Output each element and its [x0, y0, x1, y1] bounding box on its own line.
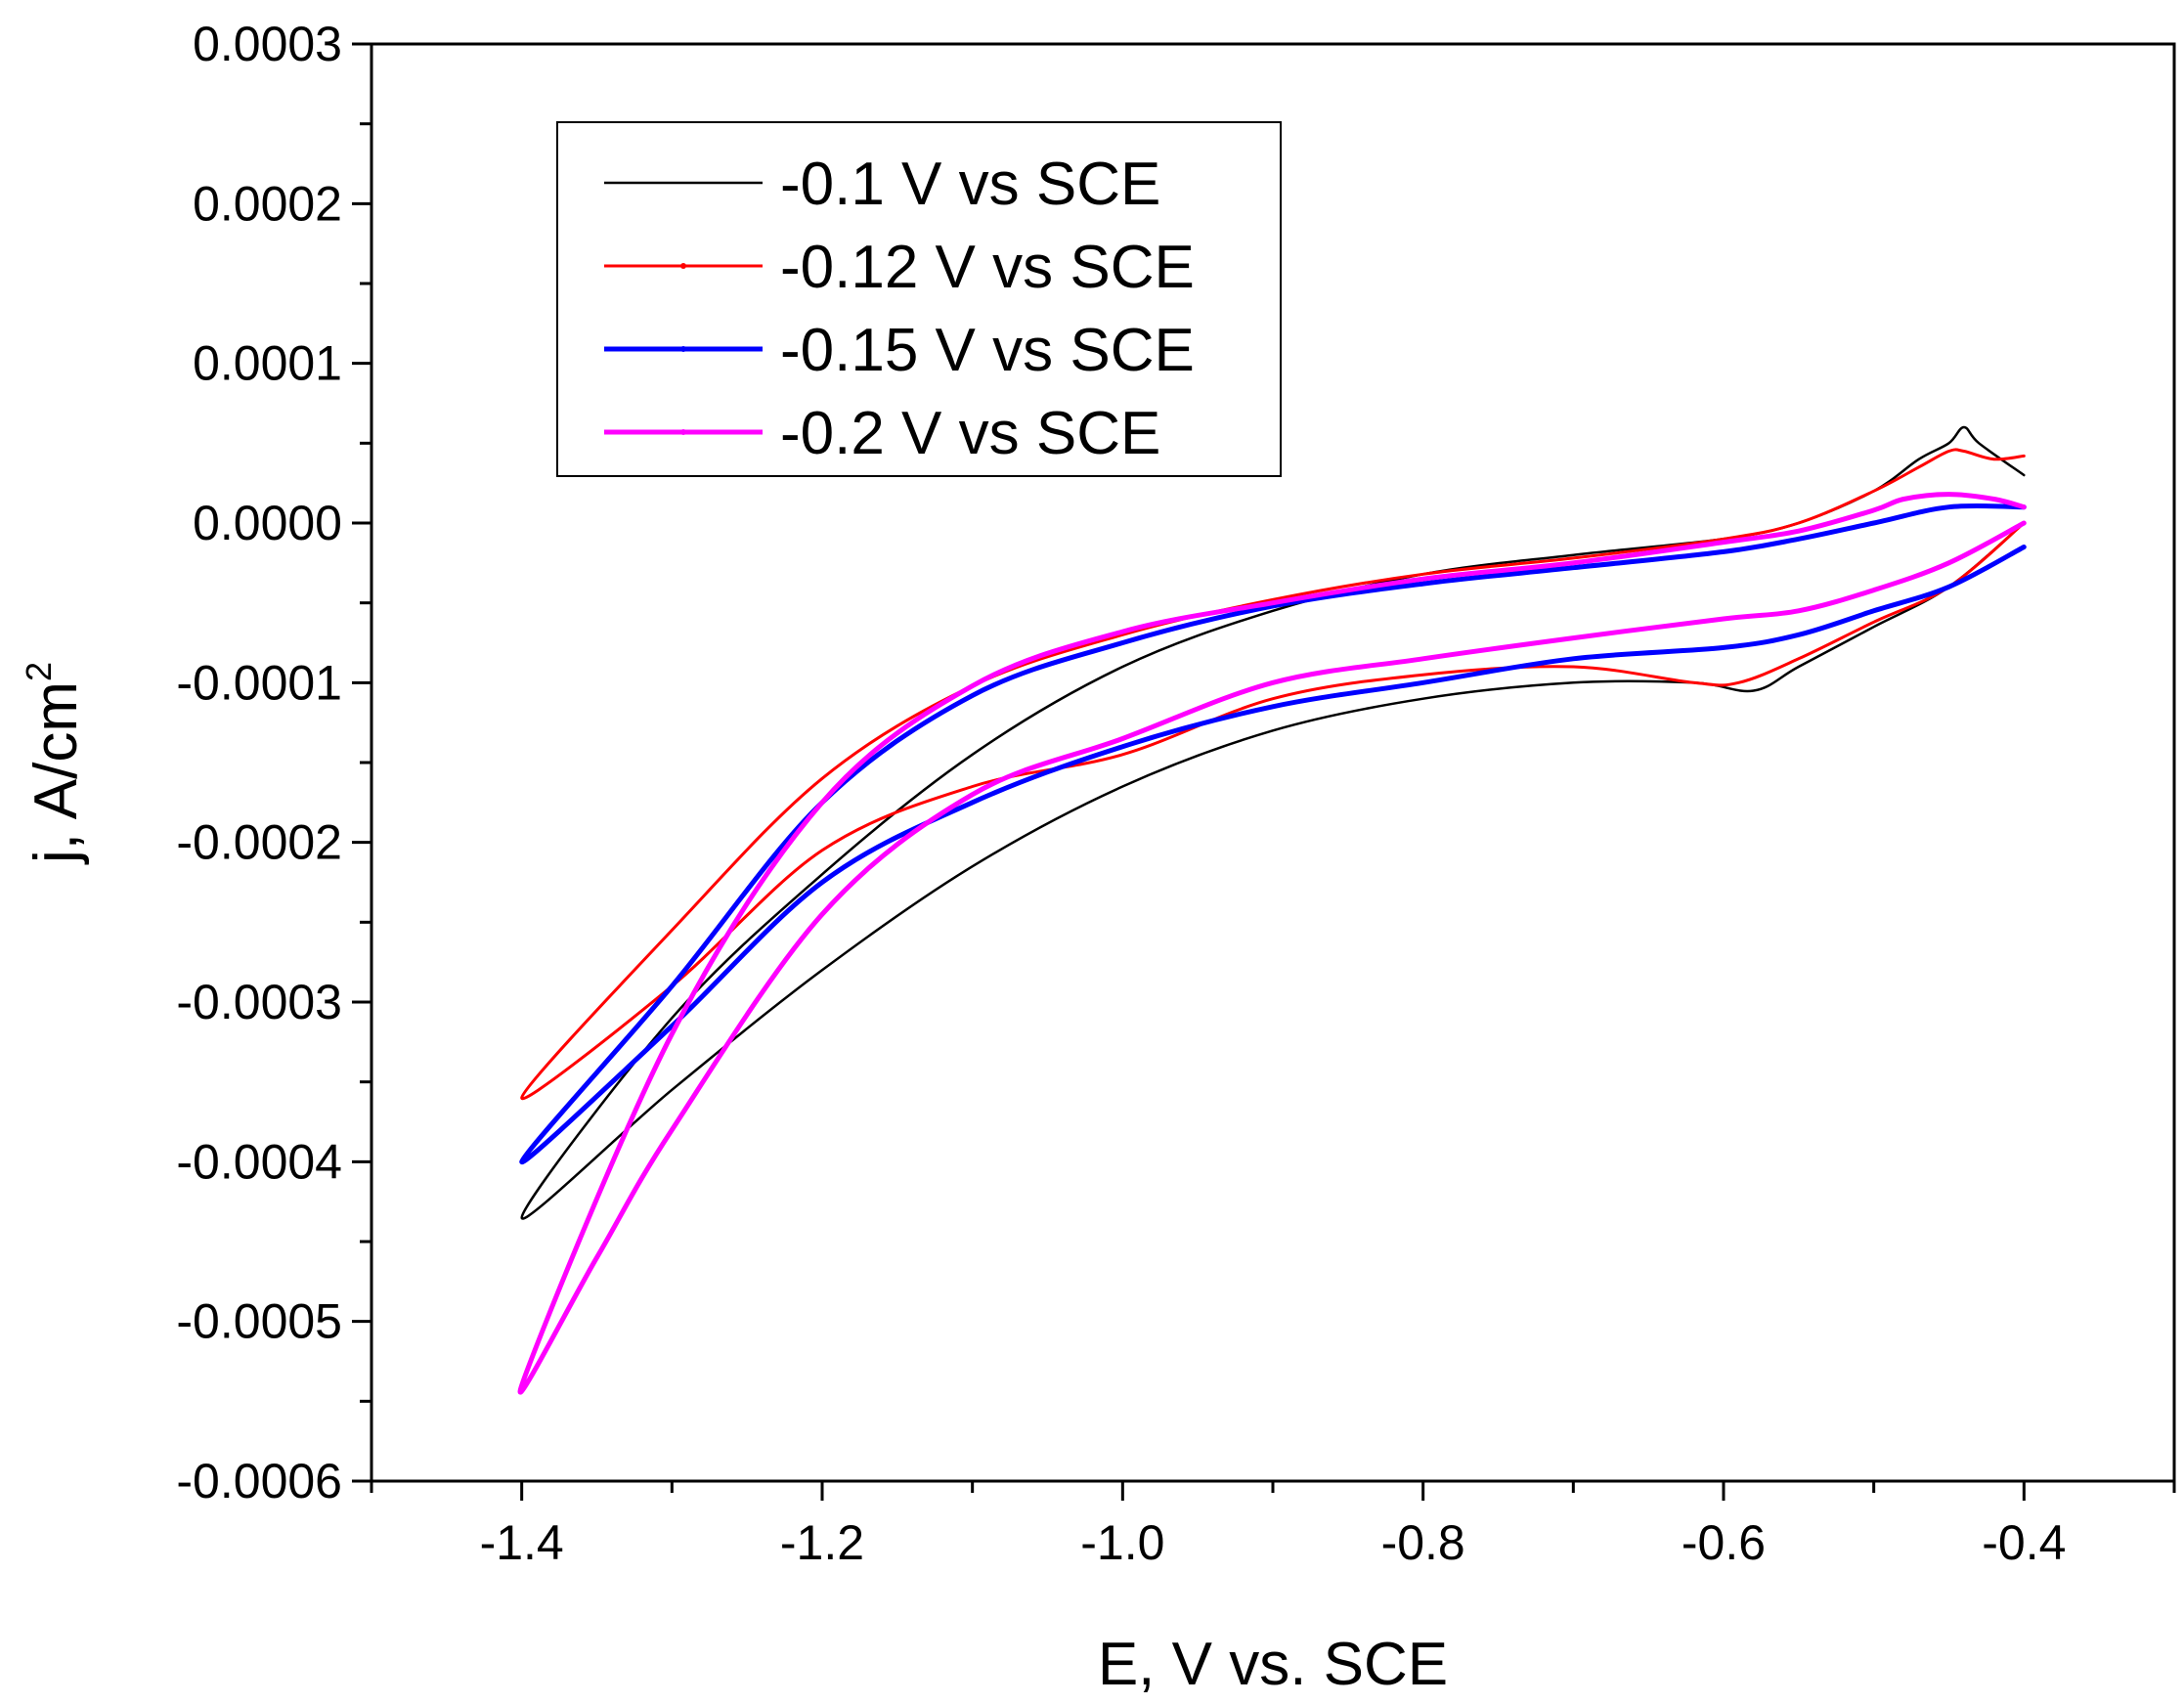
y-tick-label: -0.0001: [176, 655, 342, 710]
legend-label: -0.15 V vs SCE: [780, 317, 1195, 384]
y-tick-label: 0.0001: [193, 336, 342, 391]
series-line-2: [520, 448, 2026, 1101]
x-tick-label: -0.8: [1381, 1515, 1465, 1570]
y-tick-label: 0.0002: [193, 176, 342, 231]
y-axis-title: j, A/cm2: [19, 662, 90, 865]
x-tick-label: -1.0: [1080, 1515, 1164, 1570]
y-tick-label: -0.0002: [176, 815, 342, 870]
y-axis-title-base: j, A/cm: [22, 681, 90, 865]
series-layer: [517, 425, 2027, 1395]
legend-marker: [680, 346, 686, 352]
legend-label: -0.12 V vs SCE: [780, 234, 1195, 301]
axis-layer: -1.4 -1.2 -1.0 -0.8 -0.6 -0.4 0.0003 0.0002 0.00…: [176, 17, 2176, 1570]
x-tick-label: -1.2: [780, 1515, 864, 1570]
x-tick-label: -1.4: [480, 1515, 564, 1570]
legend-marker: [680, 429, 686, 435]
x-axis-title: E, V vs. SCE: [1098, 1631, 1448, 1698]
series-line-3: [519, 502, 2027, 1164]
y-tick-label: -0.0003: [176, 975, 342, 1029]
legend: -0.1 V vs SCE -0.12 V vs SCE -0.15 V vs SC…: [556, 121, 1282, 477]
y-tick-label: -0.0004: [176, 1134, 342, 1189]
y-tick-label: 0.0000: [193, 496, 342, 550]
y-axis-title-superscript: 2: [19, 662, 59, 681]
legend-label: -0.2 V vs SCE: [780, 400, 1160, 467]
y-tick-label: 0.0003: [193, 17, 342, 71]
y-tick-label: -0.0006: [176, 1454, 342, 1508]
y-tick-label: -0.0005: [176, 1294, 342, 1349]
x-tick-label: -0.4: [1982, 1515, 2066, 1570]
legend-box: [556, 121, 1282, 477]
series-line-1: [520, 425, 2026, 1220]
x-tick-label: -0.6: [1682, 1515, 1766, 1570]
series-line-4: [517, 492, 2027, 1395]
legend-marker: [680, 263, 686, 269]
legend-label: -0.1 V vs SCE: [780, 151, 1160, 218]
